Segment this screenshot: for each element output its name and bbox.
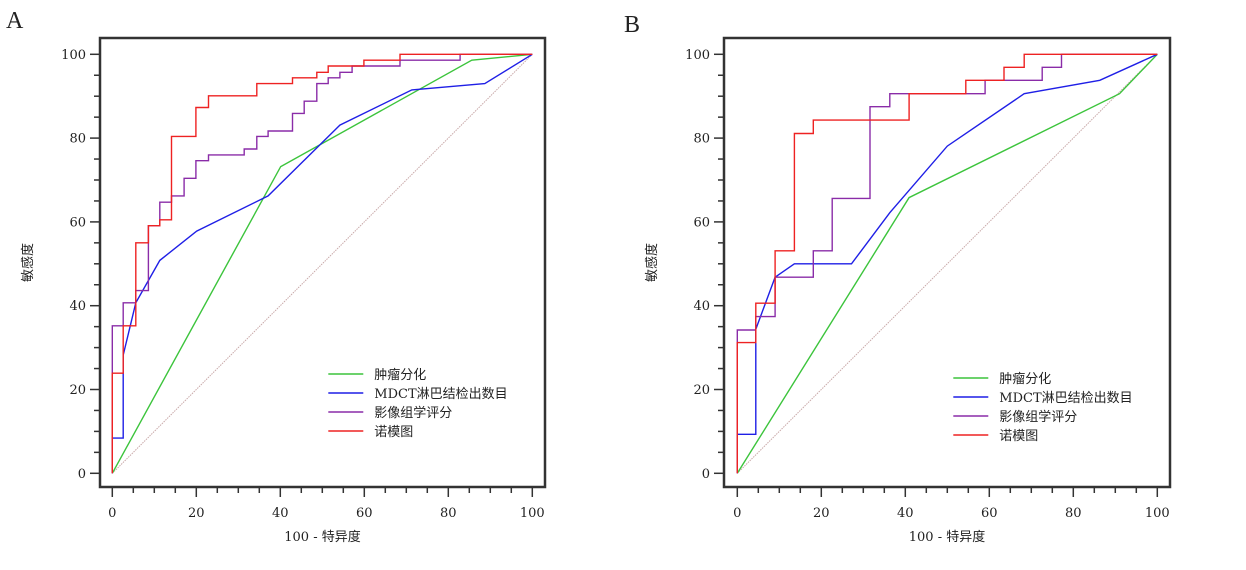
panel-label: A (6, 8, 24, 34)
y-axis-label: 敏感度 (20, 243, 36, 282)
x-tick-label: 60 (356, 506, 373, 521)
roc-curve-4 (736, 53, 1158, 474)
roc-panel-a: A 0 20 40 60 80 100 0 20 40 60 80 100 100 - 特异度 敏感度肿瘤分… (6, 8, 547, 545)
legend-label: MDCT淋巴结检出数目 (999, 391, 1132, 406)
roc-curve-1 (111, 53, 533, 474)
y-tick-label: 20 (693, 383, 710, 398)
y-tick-label: 80 (693, 132, 710, 147)
y-tick-label: 60 (693, 215, 710, 230)
x-tick-label: 100 (520, 506, 545, 521)
roc-curve-3 (111, 53, 533, 474)
y-tick-label: 60 (69, 215, 86, 230)
x-tick-label: 20 (188, 506, 205, 521)
x-tick-label: 80 (440, 506, 457, 521)
legend-label: 诺模图 (374, 425, 413, 440)
legend-label: 影像组学评分 (999, 409, 1077, 425)
legend-label: MDCT淋巴结检出数目 (374, 387, 507, 402)
roc-panel-b: B 0 20 40 60 80 100 0 20 40 60 80 100 100 - 特异度 敏感度肿瘤分… (624, 12, 1172, 545)
x-tick-label: 40 (272, 506, 289, 521)
y-tick-label: 100 (61, 48, 86, 63)
x-tick-label: 20 (813, 506, 830, 521)
x-axis-label: 100 - 特异度 (909, 529, 985, 545)
roc-curve-2 (736, 53, 1158, 474)
y-tick-label: 0 (702, 467, 710, 482)
reference-diagonal-line (736, 53, 1158, 474)
x-tick-label: 40 (897, 506, 914, 521)
y-tick-label: 80 (69, 132, 86, 147)
y-axis-label: 敏感度 (644, 243, 660, 282)
roc-curve-3 (736, 53, 1158, 474)
legend-label: 影像组学评分 (374, 405, 452, 421)
x-tick-label: 60 (981, 506, 998, 521)
x-tick-label: 0 (108, 506, 116, 521)
legend-label: 肿瘤分化 (374, 367, 426, 383)
x-tick-label: 0 (733, 506, 741, 521)
y-tick-label: 20 (69, 383, 86, 398)
panel-label: B (624, 12, 640, 38)
x-axis-label: 100 - 特异度 (284, 529, 360, 545)
y-tick-label: 40 (693, 299, 710, 314)
y-tick-label: 0 (78, 467, 86, 482)
roc-curve-2 (111, 53, 533, 474)
x-tick-label: 100 (1145, 506, 1170, 521)
legend-label: 诺模图 (999, 429, 1038, 444)
y-tick-label: 40 (69, 299, 86, 314)
y-tick-label: 100 (685, 48, 710, 63)
roc-curve-4 (111, 53, 533, 474)
legend-label: 肿瘤分化 (999, 371, 1051, 387)
x-tick-label: 80 (1065, 506, 1082, 521)
reference-diagonal-line (111, 53, 533, 474)
roc-curve-1 (736, 53, 1158, 474)
